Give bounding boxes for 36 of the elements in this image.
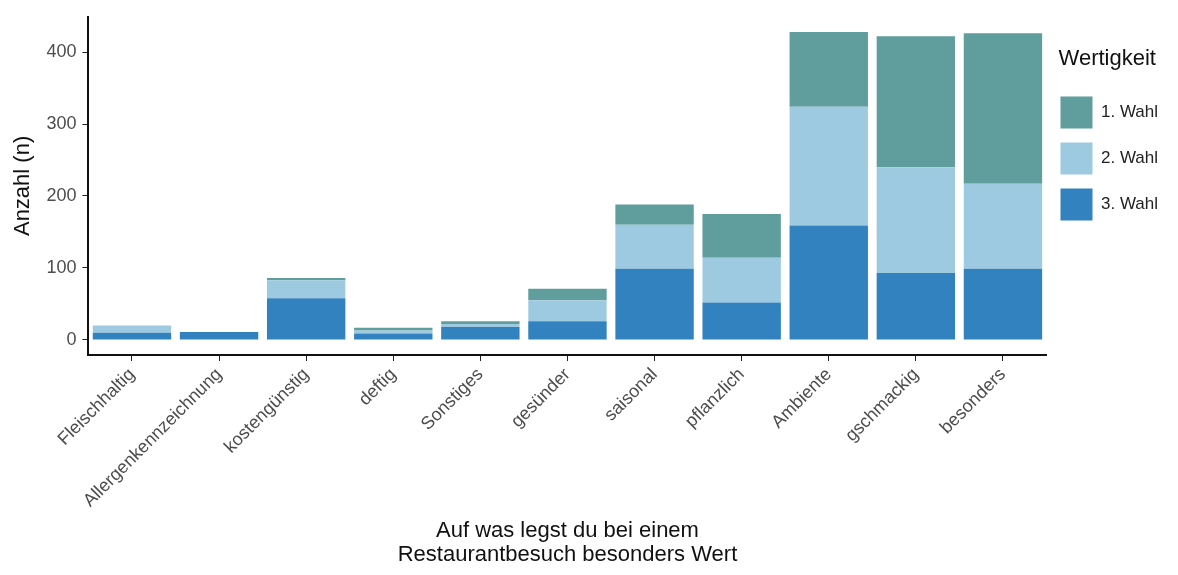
bar: [615, 268, 694, 340]
legend-label: 1. Wahl: [1101, 102, 1159, 122]
x-axis-title: Auf was legst du bei einem Restaurantbesuch besonders Wert: [397, 516, 738, 566]
bar: [266, 298, 346, 340]
bar: [441, 326, 520, 340]
bar: [266, 280, 346, 299]
bar: [179, 331, 259, 340]
y-tick-label: 300: [46, 112, 77, 133]
bar: [528, 288, 607, 301]
bar: [528, 321, 607, 340]
bar: [963, 33, 1043, 184]
bar: [615, 224, 694, 269]
y-tick-label: 200: [46, 184, 77, 205]
bar: [789, 225, 868, 340]
bar: [92, 325, 172, 333]
bar: [702, 213, 781, 258]
bar: [963, 183, 1043, 269]
bar: [528, 300, 607, 322]
legend-title: Wertigkeit: [1058, 45, 1156, 71]
bar: [354, 333, 433, 340]
y-tick-label: 0: [66, 328, 77, 349]
bar: [876, 272, 956, 340]
y-axis-title: Anzahl (n): [9, 135, 35, 237]
bar: [876, 36, 956, 168]
bar: [789, 31, 868, 107]
bar: [789, 106, 868, 226]
bar: [615, 204, 694, 225]
legend-label: 2. Wahl: [1101, 148, 1159, 168]
legend-label: 3. Wahl: [1101, 194, 1159, 214]
bar: [876, 167, 956, 273]
y-tick-label: 400: [46, 41, 77, 62]
bar: [266, 278, 346, 281]
bar: [702, 257, 781, 303]
bar: [963, 268, 1043, 340]
bar: [702, 302, 781, 340]
y-tick-label: 100: [46, 256, 77, 277]
